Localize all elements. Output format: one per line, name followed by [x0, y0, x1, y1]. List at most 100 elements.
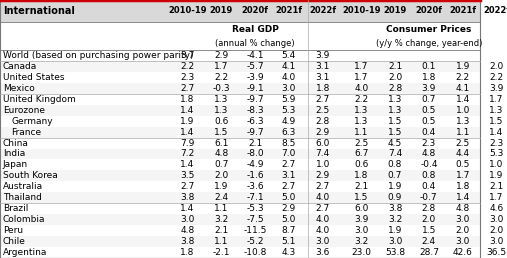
Text: 2.8: 2.8 [388, 84, 402, 93]
Text: 0.5: 0.5 [455, 160, 470, 170]
Text: 2022f: 2022f [483, 6, 507, 15]
Text: -11.5: -11.5 [243, 226, 267, 235]
Text: 2.7: 2.7 [180, 182, 195, 191]
Bar [0, 159, 480, 170]
Text: -2.1: -2.1 [212, 248, 230, 257]
Text: 3.0: 3.0 [315, 237, 330, 246]
Text: 2.0: 2.0 [489, 226, 503, 235]
Text: 2019: 2019 [383, 6, 407, 15]
Text: 2.3: 2.3 [422, 139, 436, 148]
Text: 0.7: 0.7 [422, 95, 436, 104]
Text: 2.4: 2.4 [422, 237, 436, 246]
Text: 3.0: 3.0 [489, 215, 503, 224]
Text: 2.2: 2.2 [456, 73, 470, 82]
Text: 5.9: 5.9 [282, 95, 296, 104]
Text: 2.9: 2.9 [282, 204, 296, 213]
Text: 1.3: 1.3 [455, 117, 470, 126]
Text: United Kingdom: United Kingdom [3, 95, 76, 104]
Text: 2.7: 2.7 [282, 160, 296, 170]
Text: 3.5: 3.5 [180, 171, 195, 180]
Text: 4.0: 4.0 [315, 215, 330, 224]
Text: 1.7: 1.7 [489, 95, 503, 104]
Text: 1.4: 1.4 [489, 128, 503, 137]
Text: 4.1: 4.1 [282, 62, 296, 71]
Text: 2.1: 2.1 [248, 139, 262, 148]
Text: -0.3: -0.3 [212, 84, 230, 93]
Text: 3.0: 3.0 [455, 237, 470, 246]
Text: 7.9: 7.9 [180, 139, 195, 148]
Text: 1.9: 1.9 [388, 182, 402, 191]
Text: 3.9: 3.9 [354, 215, 369, 224]
Text: -8.0: -8.0 [246, 149, 264, 158]
Bar [0, 214, 480, 225]
Text: 4.8: 4.8 [422, 149, 436, 158]
Text: 3.8: 3.8 [388, 204, 402, 213]
Text: 1.1: 1.1 [214, 237, 228, 246]
Text: 1.9: 1.9 [489, 171, 503, 180]
Text: -7.5: -7.5 [246, 215, 264, 224]
Text: 1.9: 1.9 [214, 182, 228, 191]
Text: 1.3: 1.3 [354, 106, 369, 115]
Text: 0.6: 0.6 [214, 117, 228, 126]
Text: 1.4: 1.4 [180, 106, 195, 115]
Text: 3.1: 3.1 [282, 171, 296, 180]
Text: 5.4: 5.4 [282, 51, 296, 60]
Text: 3.2: 3.2 [214, 215, 228, 224]
Text: -9.7: -9.7 [246, 95, 264, 104]
Text: 1.4: 1.4 [180, 204, 195, 213]
Text: -10.8: -10.8 [243, 248, 267, 257]
Text: 2.8: 2.8 [315, 117, 330, 126]
Text: -9.1: -9.1 [246, 84, 264, 93]
Text: 1.8: 1.8 [354, 171, 369, 180]
Text: 2.7: 2.7 [315, 182, 330, 191]
Text: 2.2: 2.2 [489, 73, 503, 82]
Text: 6.3: 6.3 [282, 128, 296, 137]
Text: 2.0: 2.0 [388, 73, 402, 82]
Bar [0, 149, 480, 159]
Text: 3.7: 3.7 [180, 51, 195, 60]
Text: -3.9: -3.9 [246, 73, 264, 82]
Text: Chile: Chile [3, 237, 26, 246]
Text: -8.3: -8.3 [246, 106, 264, 115]
Text: -6.3: -6.3 [246, 117, 264, 126]
Text: -1.6: -1.6 [246, 171, 264, 180]
Text: 0.9: 0.9 [388, 193, 402, 202]
Bar [0, 225, 480, 236]
Text: 36.5: 36.5 [486, 248, 506, 257]
Text: 2010-19: 2010-19 [168, 6, 207, 15]
Text: 3.0: 3.0 [455, 215, 470, 224]
Text: Colombia: Colombia [3, 215, 46, 224]
Text: 1.7: 1.7 [455, 171, 470, 180]
Text: 1.3: 1.3 [388, 106, 402, 115]
Text: 2.1: 2.1 [354, 182, 369, 191]
Text: 2022f: 2022f [309, 6, 336, 15]
Text: 1.1: 1.1 [354, 128, 369, 137]
Text: 1.0: 1.0 [489, 160, 503, 170]
Text: 2.7: 2.7 [315, 95, 330, 104]
Text: India: India [3, 149, 25, 158]
Text: 23.0: 23.0 [351, 248, 371, 257]
Text: Brazil: Brazil [3, 204, 28, 213]
Text: 2010-19: 2010-19 [342, 6, 380, 15]
Text: 4.1: 4.1 [456, 84, 470, 93]
Text: 7.0: 7.0 [282, 149, 296, 158]
Text: -9.7: -9.7 [246, 128, 264, 137]
Text: 1.0: 1.0 [315, 160, 330, 170]
Text: 3.8: 3.8 [180, 193, 195, 202]
Bar [0, 116, 480, 127]
Bar [0, 50, 480, 61]
Bar [0, 72, 480, 83]
Bar [0, 192, 480, 203]
Bar [0, 236, 480, 247]
Text: 2.4: 2.4 [214, 193, 228, 202]
Bar [0, 61, 480, 72]
Text: 2.5: 2.5 [315, 106, 330, 115]
Text: 4.3: 4.3 [282, 248, 296, 257]
Text: 2.1: 2.1 [214, 226, 228, 235]
Text: 2.5: 2.5 [456, 139, 470, 148]
Text: 1.5: 1.5 [388, 128, 402, 137]
Bar [0, 83, 480, 94]
Text: (annual % change): (annual % change) [215, 39, 295, 48]
Text: 1.3: 1.3 [489, 106, 503, 115]
Text: 8.5: 8.5 [282, 139, 296, 148]
